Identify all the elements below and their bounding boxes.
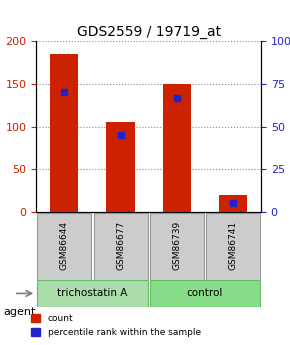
FancyBboxPatch shape — [150, 280, 260, 307]
Text: GSM86739: GSM86739 — [172, 221, 181, 270]
Text: GSM86741: GSM86741 — [229, 221, 238, 270]
Legend: count, percentile rank within the sample: count, percentile rank within the sample — [28, 310, 204, 341]
FancyBboxPatch shape — [150, 213, 204, 280]
Text: GSM86677: GSM86677 — [116, 221, 125, 270]
Text: agent: agent — [3, 307, 35, 317]
FancyBboxPatch shape — [37, 280, 148, 307]
FancyBboxPatch shape — [37, 213, 91, 280]
FancyBboxPatch shape — [206, 213, 260, 280]
Title: GDS2559 / 19719_at: GDS2559 / 19719_at — [77, 25, 221, 39]
Bar — [163, 84, 191, 212]
FancyBboxPatch shape — [94, 213, 148, 280]
Text: control: control — [187, 288, 223, 298]
Bar — [219, 195, 247, 212]
Bar — [50, 54, 78, 212]
Text: GSM86644: GSM86644 — [60, 221, 69, 270]
Bar — [106, 122, 135, 212]
Text: trichostatin A: trichostatin A — [57, 288, 128, 298]
